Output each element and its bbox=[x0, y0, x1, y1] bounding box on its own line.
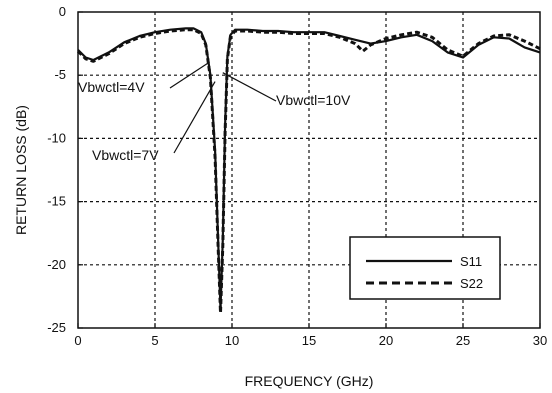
x-tick-label: 30 bbox=[533, 333, 547, 348]
x-tick-label: 0 bbox=[74, 333, 81, 348]
annotation-label: Vbwctl=7V bbox=[92, 147, 159, 163]
x-tick-label: 25 bbox=[456, 333, 470, 348]
annotation-leader bbox=[169, 62, 210, 89]
plot-frame bbox=[77, 11, 541, 329]
annotation-label: Vbwctl=10V bbox=[276, 92, 351, 108]
x-tick-label: 20 bbox=[379, 333, 393, 348]
legend-label-s11: S11 bbox=[460, 254, 482, 269]
annotations: Vbwctl=4V Vbwctl=7V Vbwctl=10V bbox=[78, 62, 351, 163]
axis-ticks: 0 5 10 15 20 25 30 0 -5 -10 -15 -20 -25 bbox=[47, 4, 547, 348]
legend-label-s22: S22 bbox=[460, 276, 483, 291]
y-tick-label: -15 bbox=[47, 194, 66, 209]
annotation-label: Vbwctl=4V bbox=[78, 79, 145, 95]
x-tick-label: 15 bbox=[302, 333, 316, 348]
y-tick-label: -10 bbox=[47, 130, 66, 145]
y-tick-label: -5 bbox=[54, 67, 66, 82]
x-axis-label: FREQUENCY (GHz) bbox=[245, 373, 374, 389]
annotation-leader bbox=[173, 81, 216, 154]
annotation-leader bbox=[222, 72, 277, 102]
series-lines bbox=[76, 27, 541, 315]
y-tick-label: -20 bbox=[47, 257, 66, 272]
y-axis-label: RETURN LOSS (dB) bbox=[13, 105, 29, 235]
y-tick-label: 0 bbox=[59, 4, 66, 19]
y-tick-label: -25 bbox=[47, 320, 66, 335]
x-tick-label: 10 bbox=[225, 333, 239, 348]
x-tick-label: 5 bbox=[151, 333, 158, 348]
series-line-s22 bbox=[76, 28, 541, 315]
legend-box bbox=[349, 236, 501, 300]
